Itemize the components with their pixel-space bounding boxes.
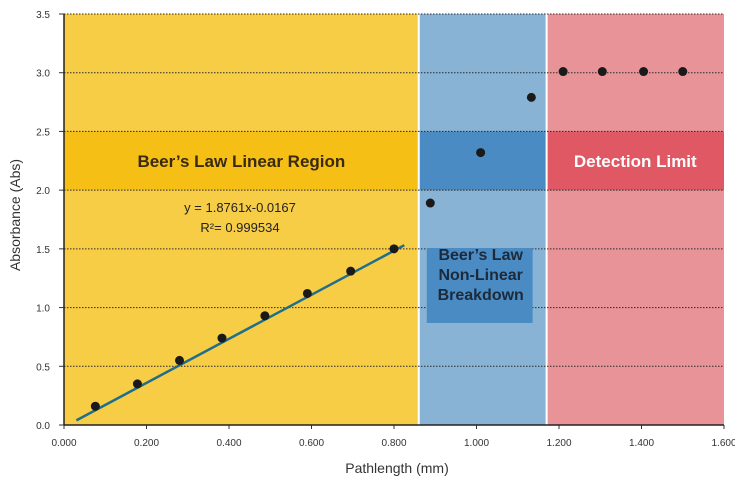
- data-point-5: [302, 288, 312, 298]
- region-band-2: [546, 131, 724, 191]
- x-tick-label-4: 0.800: [381, 438, 406, 449]
- data-point-4: [260, 311, 270, 321]
- y-axis-label: Absorbance (Abs): [7, 159, 23, 271]
- y-tick-label-5: 2.5: [36, 127, 50, 138]
- x-tick-label-1: 0.200: [134, 438, 159, 449]
- data-point-14: [678, 67, 688, 77]
- region-label-detection: Detection Limit: [574, 152, 697, 171]
- axes-layer: 0.0 0.5 1.0 1.5 2.0 2.5 3.0 3.5 0.000 0.200 0.400 0…: [36, 10, 735, 449]
- y-tick-label-2: 1.0: [36, 304, 50, 315]
- data-point-8: [425, 198, 435, 208]
- data-point-7: [389, 244, 399, 254]
- region-band-1: [418, 131, 547, 191]
- y-tick-label-0: 0.0: [36, 421, 50, 432]
- region-label-linear: Beer’s Law Linear Region: [137, 152, 345, 171]
- region-2: [546, 14, 724, 425]
- x-tick-label-8: 1.600: [711, 438, 735, 449]
- region-label-nonlinear-line-0: Beer’s Law: [438, 247, 523, 264]
- region-label-nonlinear-line-1: Non-Linear: [438, 267, 522, 284]
- data-point-1: [132, 379, 142, 389]
- data-point-12: [597, 67, 607, 77]
- region-0: [64, 14, 419, 425]
- labels-layer: Beer’s Law Linear Region Detection Limit B…: [137, 152, 697, 323]
- data-point-0: [90, 401, 100, 411]
- region-label-nonlinear-line-2: Breakdown: [438, 287, 524, 304]
- data-point-6: [346, 266, 356, 276]
- x-axis-label: Pathlength (mm): [345, 460, 448, 476]
- trendline-equation: y = 1.8761x-0.0167: [184, 200, 296, 215]
- y-tick-label-7: 3.5: [36, 10, 50, 21]
- x-tick-label-6: 1.200: [546, 438, 571, 449]
- x-tick-label-7: 1.400: [629, 438, 654, 449]
- data-point-9: [476, 148, 486, 158]
- y-tick-label-1: 0.5: [36, 362, 50, 373]
- region-1: [418, 14, 547, 425]
- data-point-3: [217, 333, 227, 343]
- data-point-11: [558, 67, 568, 77]
- region-band-0: [64, 131, 419, 191]
- data-point-2: [175, 355, 184, 365]
- data-point-13: [639, 67, 649, 77]
- points-layer: [90, 67, 688, 411]
- x-tick-label-3: 0.600: [299, 438, 324, 449]
- trendline-r2: R²= 0.999534: [200, 220, 279, 235]
- region-label-nonlinear-box: [426, 248, 533, 323]
- y-tick-label-6: 3.0: [36, 69, 50, 80]
- y-tick-label-3: 1.5: [36, 245, 50, 256]
- data-point-10: [526, 92, 536, 102]
- x-tick-label-2: 0.400: [216, 438, 241, 449]
- y-tick-label-4: 2.0: [36, 186, 50, 197]
- x-tick-label-0: 0.000: [51, 438, 76, 449]
- x-tick-label-5: 1.000: [464, 438, 489, 449]
- regions-layer: [64, 14, 724, 425]
